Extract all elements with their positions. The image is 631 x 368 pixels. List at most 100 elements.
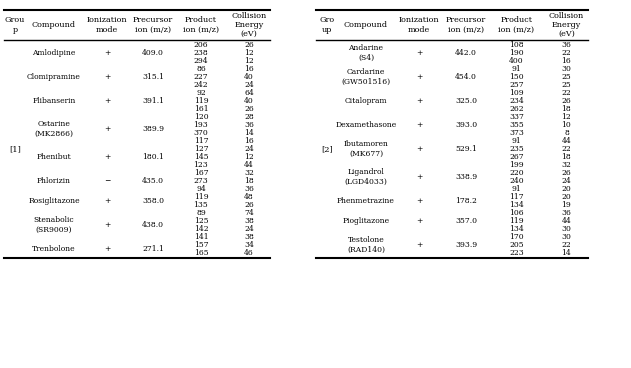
Text: 150: 150	[509, 73, 524, 81]
Text: 14: 14	[562, 249, 572, 257]
Text: 454.0: 454.0	[455, 73, 477, 81]
Text: +: +	[104, 73, 110, 81]
Text: 18: 18	[562, 153, 572, 161]
Text: 357.0: 357.0	[455, 217, 477, 225]
Text: 180.1: 180.1	[142, 153, 164, 161]
Text: +: +	[104, 245, 110, 253]
Text: 40: 40	[244, 97, 254, 105]
Text: 167: 167	[194, 169, 208, 177]
Text: 161: 161	[194, 105, 208, 113]
Text: 391.1: 391.1	[142, 97, 164, 105]
Text: 32: 32	[244, 169, 254, 177]
Text: Citalopram: Citalopram	[345, 97, 387, 105]
Text: 12: 12	[244, 153, 254, 161]
Text: 32: 32	[562, 161, 572, 169]
Text: 36: 36	[244, 185, 254, 193]
Text: 271.1: 271.1	[142, 245, 164, 253]
Text: 86: 86	[196, 65, 206, 73]
Text: +: +	[416, 197, 422, 205]
Text: 120: 120	[194, 113, 208, 121]
Text: 8: 8	[564, 129, 569, 137]
Text: 393.0: 393.0	[455, 121, 477, 129]
Text: 34: 34	[244, 241, 254, 249]
Text: 91: 91	[512, 185, 521, 193]
Text: 26: 26	[562, 97, 572, 105]
Text: 134: 134	[509, 201, 524, 209]
Text: Ostarine
(MK2866): Ostarine (MK2866)	[35, 120, 73, 138]
Text: 44: 44	[244, 161, 254, 169]
Text: 373: 373	[509, 129, 524, 137]
Text: 262: 262	[509, 105, 524, 113]
Text: 400: 400	[509, 57, 524, 65]
Text: 22: 22	[562, 145, 572, 153]
Text: Collision
Energy
(eV): Collision Energy (eV)	[232, 12, 267, 38]
Text: 389.9: 389.9	[142, 125, 164, 133]
Text: Pioglitazone: Pioglitazone	[343, 217, 389, 225]
Text: +: +	[416, 217, 422, 225]
Text: 435.0: 435.0	[142, 177, 164, 185]
Text: 44: 44	[562, 217, 572, 225]
Text: 108: 108	[509, 41, 524, 49]
Text: 338.9: 338.9	[455, 173, 477, 181]
Text: 125: 125	[194, 217, 208, 225]
Text: 48: 48	[244, 193, 254, 201]
Text: +: +	[416, 97, 422, 105]
Text: 91: 91	[512, 65, 521, 73]
Text: 74: 74	[244, 209, 254, 217]
Text: 170: 170	[509, 233, 524, 241]
Text: Phenibut: Phenibut	[37, 153, 71, 161]
Text: 16: 16	[244, 65, 254, 73]
Text: Phenmetrazine: Phenmetrazine	[337, 197, 395, 205]
Text: 18: 18	[562, 105, 572, 113]
Text: 355: 355	[509, 121, 524, 129]
Text: Cardarine
(GW501516): Cardarine (GW501516)	[341, 68, 391, 86]
Text: 165: 165	[194, 249, 208, 257]
Text: 220: 220	[509, 169, 524, 177]
Text: 26: 26	[244, 105, 254, 113]
Text: Andarine
(S4): Andarine (S4)	[348, 45, 384, 61]
Text: Precursor
ion (m/z): Precursor ion (m/z)	[133, 17, 173, 33]
Text: 109: 109	[509, 89, 524, 97]
Text: +: +	[416, 73, 422, 81]
Text: Gro
up: Gro up	[319, 17, 334, 33]
Text: 26: 26	[562, 169, 572, 177]
Text: 89: 89	[196, 209, 206, 217]
Text: Ligandrol
(LGD4033): Ligandrol (LGD4033)	[345, 169, 387, 185]
Text: Trenbolone: Trenbolone	[32, 245, 76, 253]
Text: 22: 22	[562, 49, 572, 57]
Text: 19: 19	[562, 201, 572, 209]
Text: Dexamethasone: Dexamethasone	[335, 121, 397, 129]
Text: 25: 25	[562, 81, 572, 89]
Text: Rosiglitazone: Rosiglitazone	[28, 197, 80, 205]
Text: +: +	[416, 173, 422, 181]
Text: 64: 64	[244, 89, 254, 97]
Text: −: −	[104, 177, 110, 185]
Text: 24: 24	[562, 177, 572, 185]
Text: 193: 193	[194, 121, 208, 129]
Text: Product
ion (m/z): Product ion (m/z)	[183, 17, 219, 33]
Text: 315.1: 315.1	[142, 73, 164, 81]
Text: 46: 46	[244, 249, 254, 257]
Text: 36: 36	[562, 41, 572, 49]
Text: Clomipramine: Clomipramine	[27, 73, 81, 81]
Text: 235: 235	[509, 145, 524, 153]
Text: 36: 36	[244, 121, 254, 129]
Text: 223: 223	[509, 249, 524, 257]
Text: 30: 30	[562, 65, 572, 73]
Text: 238: 238	[194, 49, 208, 57]
Text: +: +	[104, 197, 110, 205]
Text: 22: 22	[562, 241, 572, 249]
Text: 38: 38	[244, 217, 254, 225]
Text: 294: 294	[194, 57, 208, 65]
Text: 141: 141	[194, 233, 208, 241]
Text: 22: 22	[562, 89, 572, 97]
Text: 267: 267	[509, 153, 524, 161]
Text: 20: 20	[562, 185, 572, 193]
Text: 178.2: 178.2	[455, 197, 477, 205]
Text: 206: 206	[194, 41, 208, 49]
Text: Testolone
(RAD140): Testolone (RAD140)	[347, 236, 385, 254]
Text: 135: 135	[194, 201, 208, 209]
Text: +: +	[416, 241, 422, 249]
Text: Amlodipine: Amlodipine	[32, 49, 76, 57]
Text: 119: 119	[194, 97, 208, 105]
